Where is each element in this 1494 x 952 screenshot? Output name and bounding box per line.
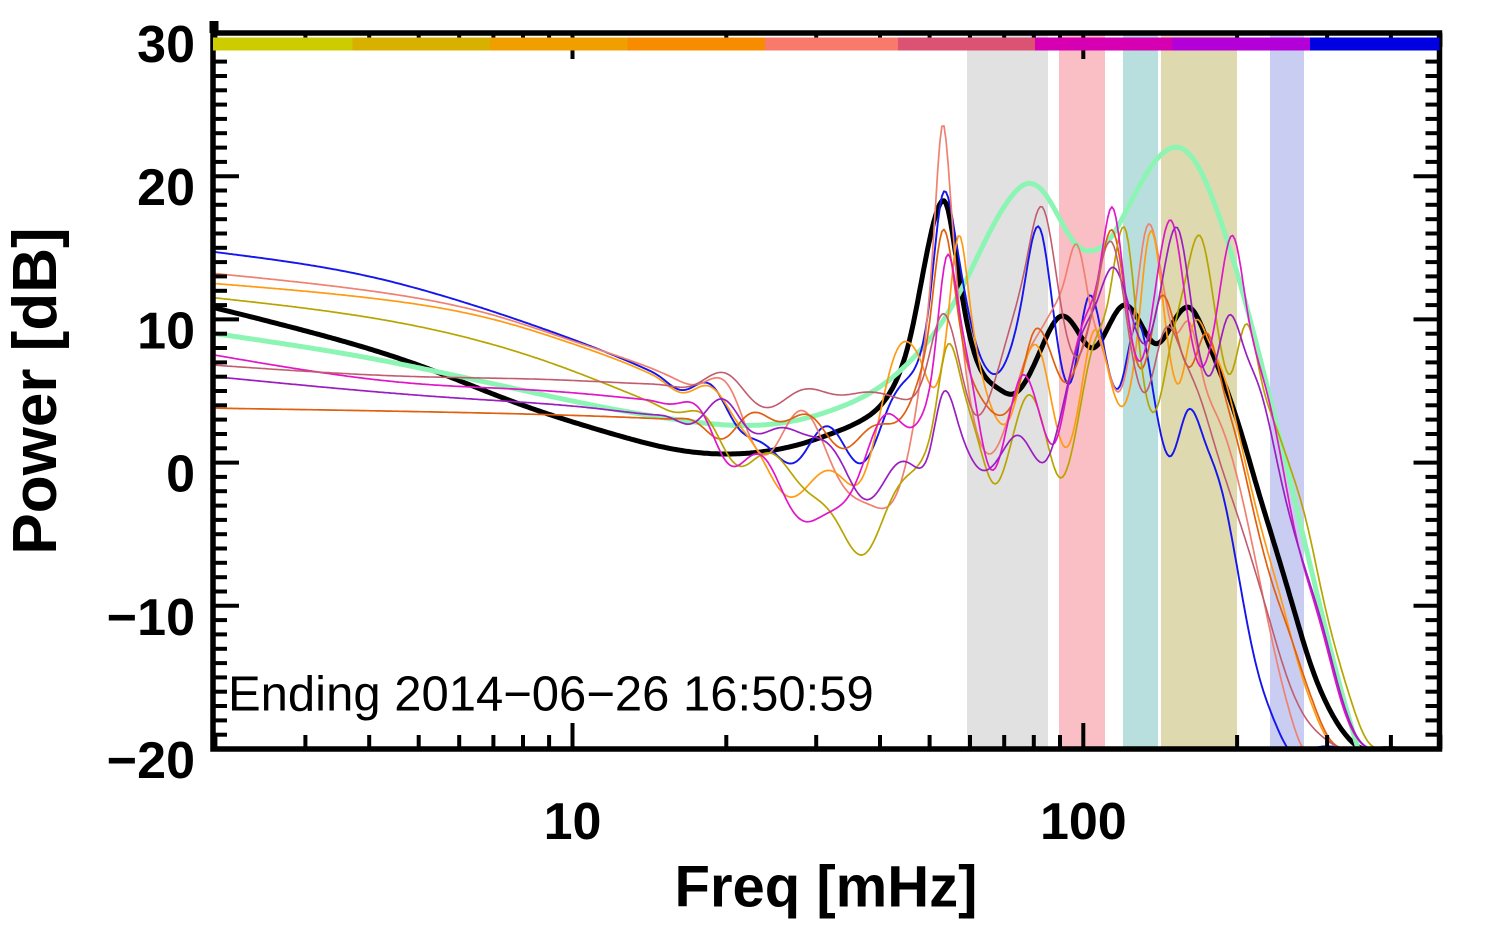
svg-text:−20: −20 — [107, 732, 195, 790]
svg-text:10: 10 — [137, 302, 195, 360]
svg-text:−10: −10 — [107, 589, 195, 647]
svg-text:0: 0 — [166, 446, 195, 504]
svg-text:30: 30 — [137, 16, 195, 74]
svg-text:20: 20 — [137, 159, 195, 217]
svg-text:10: 10 — [544, 793, 602, 851]
svg-text:Ending 2014−06−26 16:50:59: Ending 2014−06−26 16:50:59 — [228, 667, 874, 721]
svg-text:100: 100 — [1040, 793, 1127, 851]
svg-text:Freq [mHz]: Freq [mHz] — [675, 855, 978, 920]
svg-text:Power [dB]: Power [dB] — [1, 227, 70, 554]
